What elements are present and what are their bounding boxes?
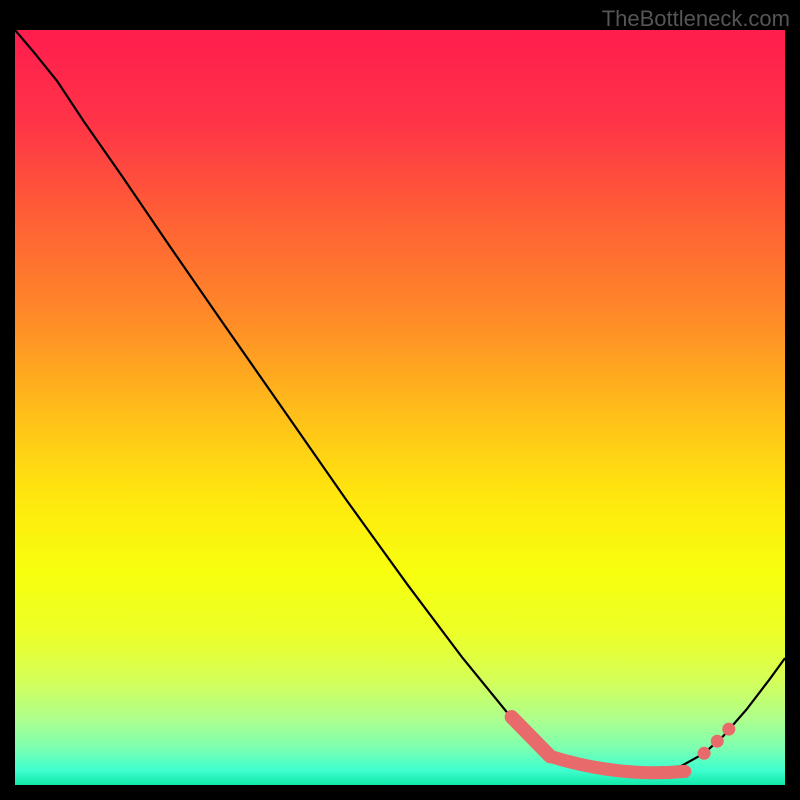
marker-dot (722, 723, 735, 736)
gradient-plot (15, 30, 785, 785)
marker-dot (698, 747, 711, 760)
watermark-text: TheBottleneck.com (602, 6, 790, 32)
gradient-background (15, 30, 785, 785)
marker-dot (711, 735, 724, 748)
chart-container: TheBottleneck.com (0, 0, 800, 800)
